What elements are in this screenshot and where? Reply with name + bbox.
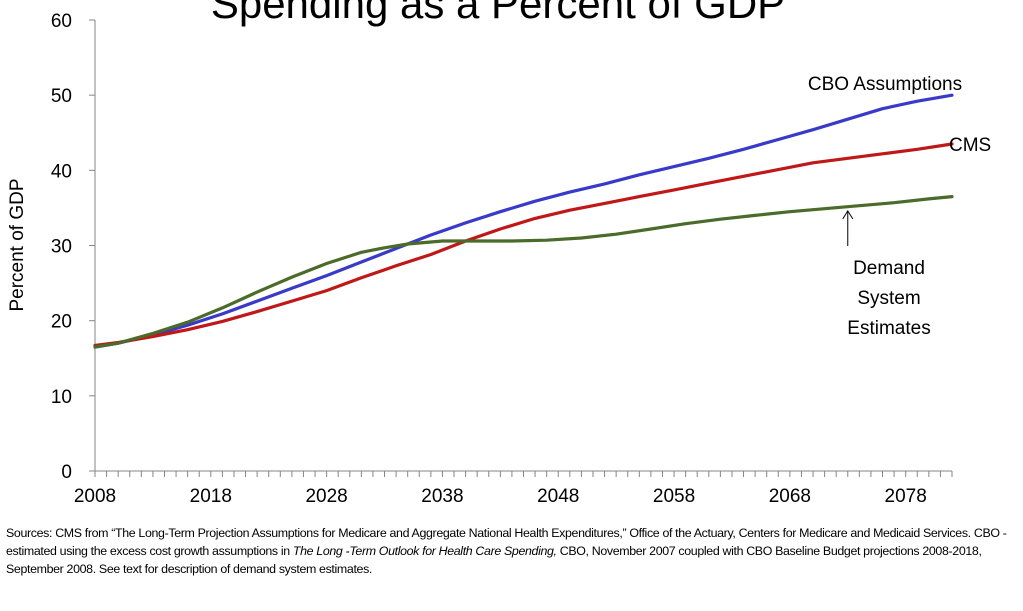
y-tick-label: 20 [51,312,72,333]
annotation-cbo: CBO Assumptions [808,74,962,95]
sources-note: Sources: CMS from “The Long-Term Project… [6,524,1021,578]
y-tick-label: 10 [51,387,72,408]
line-chart: Spending as a Percent of GDP Percent of … [7,0,991,507]
y-tick-label: 40 [51,161,72,182]
annotation-arrow-head [842,209,854,220]
series-line-2 [93,142,954,348]
series-line-1 [93,93,954,349]
x-tick-label: 2038 [421,486,463,507]
chart-title-text: Spending as a Percent of GDP [211,0,785,27]
x-axis-ticks: 2008 2018 2028 2038 2048 2058 2068 2078 [74,471,953,507]
y-tick-label: 50 [51,86,72,107]
annotation-layer: CBO Assumptions CMS Demand System Estimates [808,74,991,339]
x-tick-label: 2008 [74,486,116,507]
series-layer [93,93,954,349]
annotation-demand-line: System [857,288,920,309]
x-tick-label: 2028 [305,486,347,507]
sources-text-end: CBO, November 2007 coupled with CBO Base… [6,544,982,576]
y-axis-ticks: 0 10 20 30 40 50 60 [51,11,95,483]
y-tick-label: 0 [61,462,72,483]
x-tick-label: 2048 [537,486,579,507]
sources-text: Sources: CMS from “The Long-Term Project… [6,526,1007,558]
series-line-3 [93,195,954,349]
x-tick-label: 2058 [653,486,695,507]
annotation-demand-line: Estimates [847,318,930,339]
sources-italic-title: The Long -Term Outlook for Health Care S… [292,544,557,558]
annotation-demand-line: Demand [853,258,925,279]
y-axis-label: Percent of GDP [7,178,28,311]
x-tick-label: 2018 [190,486,232,507]
x-tick-label: 2068 [769,486,811,507]
chart-title: Spending as a Percent of GDP [211,0,785,27]
y-tick-label: 60 [51,11,72,32]
annotation-cms: CMS [949,135,991,156]
y-tick-label: 30 [51,237,72,258]
x-tick-label: 2078 [885,486,927,507]
